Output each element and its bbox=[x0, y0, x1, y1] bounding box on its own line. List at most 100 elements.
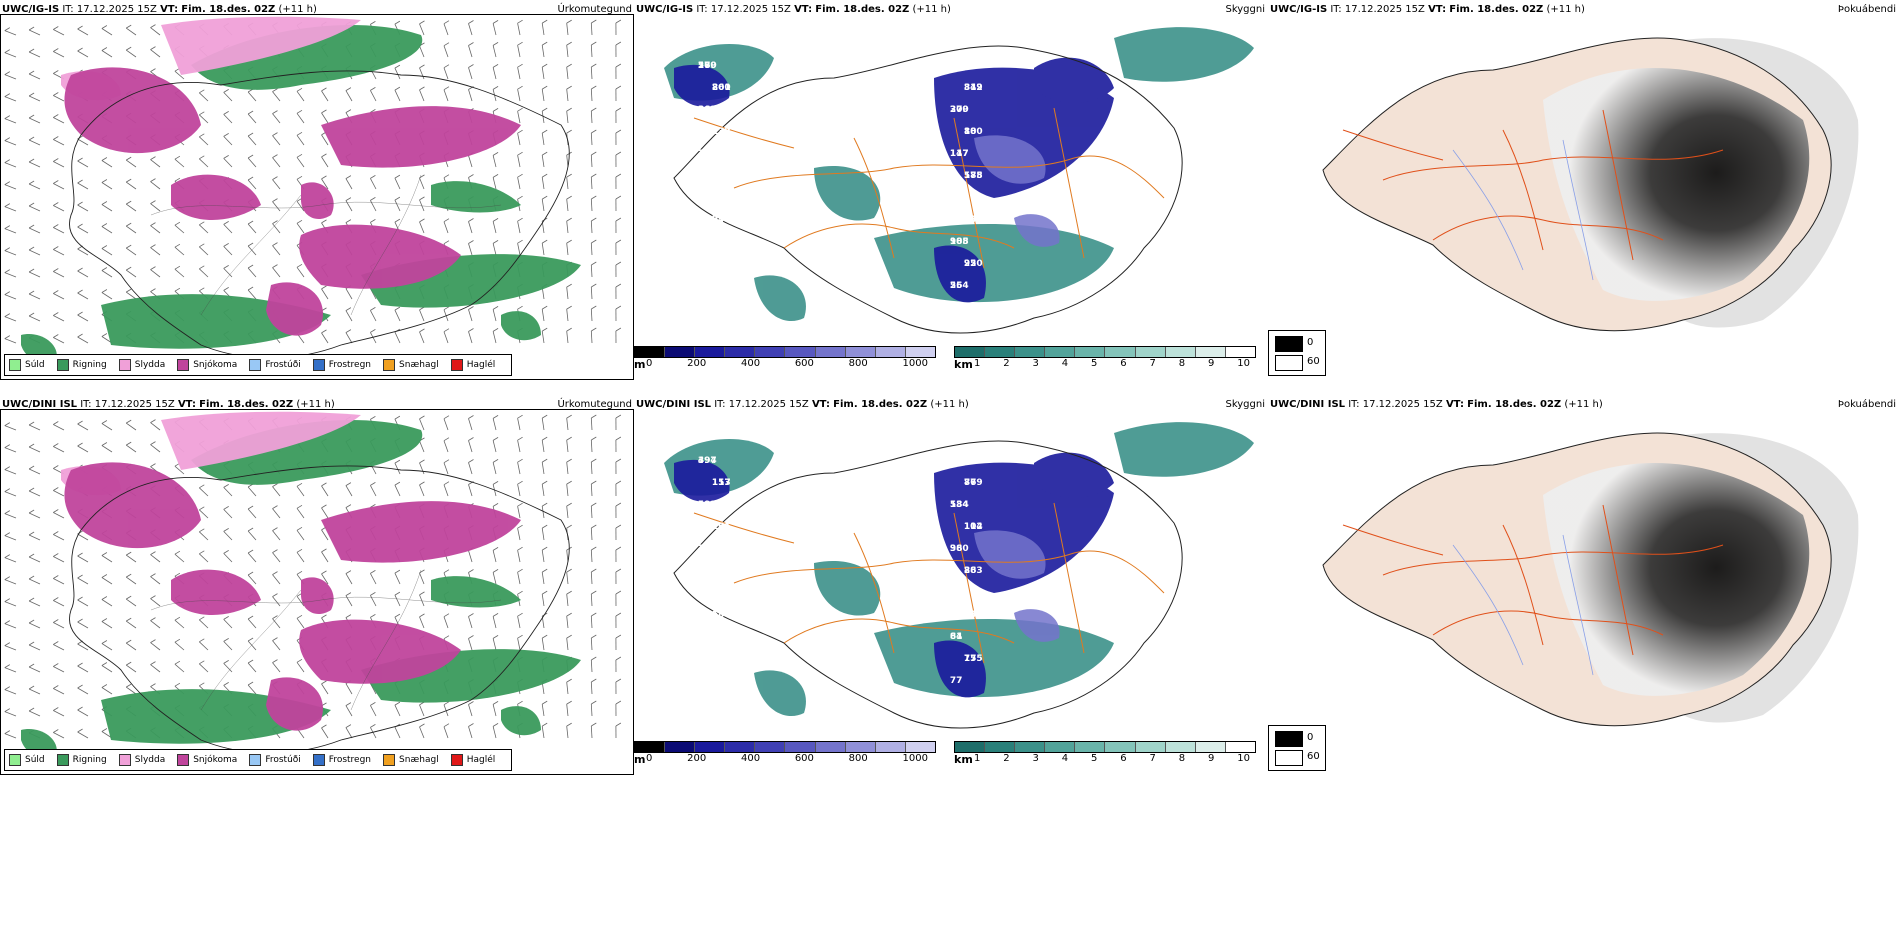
cloud-base-value: 69 bbox=[712, 610, 725, 620]
fog-panel-title: Þokuábendi bbox=[1837, 399, 1896, 410]
visibility-unit: km bbox=[954, 753, 973, 766]
cloud-base-value: 94 bbox=[712, 215, 725, 225]
tick-label: 6 bbox=[1120, 358, 1127, 369]
fog-map[interactable] bbox=[1303, 20, 1863, 340]
cloud-base-value: 62 bbox=[698, 632, 711, 642]
legend-swatch bbox=[312, 359, 325, 371]
it-value: 17.12.2025 15Z bbox=[728, 399, 809, 410]
colorbar-step bbox=[1225, 347, 1255, 357]
fog-legend-bottom: 60 bbox=[1307, 356, 1320, 367]
tick-label: 1000 bbox=[902, 753, 928, 764]
cloud-base-value: 86 bbox=[712, 566, 725, 576]
tick-label: 1000 bbox=[902, 358, 928, 369]
snow-areas bbox=[64, 462, 521, 731]
colorbar-step bbox=[845, 347, 876, 357]
cloud-base-value: 263 bbox=[964, 566, 983, 576]
rivers bbox=[1452, 534, 1594, 676]
cloud-base-map[interactable]: 189 167 860 849 86 379 132 80 142 147 129 578 416 53 7… bbox=[634, 18, 1264, 338]
cloud-base-value: 63 bbox=[698, 237, 711, 247]
cloud-base-value: 59 bbox=[698, 500, 711, 510]
legend-swatch bbox=[450, 359, 463, 371]
rivers bbox=[1452, 139, 1594, 281]
cloud-base-value: 394 bbox=[698, 456, 717, 466]
precip-legend-item: Snæhagl bbox=[383, 754, 439, 766]
legend-swatch bbox=[383, 754, 396, 766]
colorbar-step bbox=[875, 347, 906, 357]
cloud-base-value: 269 bbox=[964, 303, 983, 313]
iceland-coastline bbox=[69, 465, 570, 754]
forecast-row-ig-is: UWC/IG-IS IT: 17.12.2025 15Z VT: Fim. 18… bbox=[0, 0, 1900, 380]
tick-label: 800 bbox=[848, 753, 868, 764]
cloud-base-value: 80 bbox=[964, 127, 977, 137]
cloud-base-value: 47 bbox=[964, 303, 977, 313]
cloud-base-map[interactable]: 394 180 153 869 103 584 161 112 150 98 86 88 84 136 69… bbox=[634, 413, 1264, 733]
cloud-base-value: 142 bbox=[698, 149, 717, 159]
legend-label: Rigning bbox=[72, 360, 107, 370]
it-value: 17.12.2025 15Z bbox=[1362, 399, 1443, 410]
model-name: UWC/IG-IS bbox=[2, 4, 60, 15]
vt-value: Fim. 18.des. 02Z bbox=[199, 399, 294, 410]
cloud-base-value: 416 bbox=[698, 193, 717, 203]
fog-map[interactable] bbox=[1303, 415, 1863, 735]
lead-time: (+11 h) bbox=[278, 4, 317, 15]
fog-field bbox=[1543, 67, 1810, 301]
tick-label: 2 bbox=[1003, 358, 1010, 369]
fog-panel: UWC/DINI ISL IT: 17.12.2025 15Z VT: Fim.… bbox=[1268, 395, 1900, 775]
colorbar-step bbox=[905, 742, 935, 752]
tick-label: 600 bbox=[794, 358, 814, 369]
visibility-ticks: 1 2 3 4 5 6 7 8 9 10 bbox=[974, 753, 1250, 764]
cloud-base-value: 157 bbox=[698, 237, 717, 247]
legend-swatch bbox=[249, 754, 262, 766]
tick-label: 9 bbox=[1208, 358, 1215, 369]
fog-swatch-light bbox=[1275, 355, 1303, 371]
colorbar-step bbox=[755, 347, 786, 357]
colorbar-step bbox=[1045, 742, 1076, 752]
colorbar-step bbox=[815, 347, 846, 357]
tick-label: 800 bbox=[848, 358, 868, 369]
legend-swatch bbox=[177, 359, 190, 371]
cloud-base-value: 53 bbox=[950, 193, 963, 203]
cloud-base-value: 98 bbox=[950, 544, 963, 554]
mid-cloud-areas bbox=[974, 135, 1060, 247]
precip-map[interactable] bbox=[1, 410, 631, 772]
colorbar-step bbox=[1225, 742, 1255, 752]
colorbar-step bbox=[1165, 742, 1196, 752]
iceland-coastline bbox=[69, 70, 570, 359]
legend-label: Frostúði bbox=[265, 360, 301, 370]
tick-label: 2 bbox=[1003, 753, 1010, 764]
cloud-base-value: 108 bbox=[950, 237, 969, 247]
colorbar-step bbox=[985, 347, 1016, 357]
vt-label: VT: bbox=[1428, 4, 1447, 15]
cloud-base-value: 143 bbox=[698, 149, 717, 159]
colorbar-step bbox=[1015, 742, 1046, 752]
colorbar-step bbox=[875, 742, 906, 752]
cloud-base-value: 81 bbox=[698, 281, 711, 291]
tick-label: 3 bbox=[1032, 753, 1039, 764]
it-value: 17.12.2025 15Z bbox=[94, 399, 175, 410]
iceland-coastline bbox=[673, 440, 1183, 729]
roads bbox=[693, 502, 1165, 664]
precip-map[interactable] bbox=[1, 15, 631, 377]
cloud-base-value: 189 bbox=[698, 61, 717, 71]
tick-label: 10 bbox=[1237, 358, 1250, 369]
cloud-base-value: 77 bbox=[712, 215, 725, 225]
panel-title: UWC/DINI ISL IT: 17.12.2025 15Z VT: Fim.… bbox=[636, 399, 969, 410]
cloud-base-value: 161 bbox=[712, 522, 731, 532]
legend-swatch bbox=[450, 754, 463, 766]
cloud-base-value: 985 bbox=[950, 237, 969, 247]
panel-title: UWC/DINI ISL IT: 17.12.2025 15Z VT: Fim.… bbox=[1270, 399, 1603, 410]
fog-legend-top: 0 bbox=[1307, 337, 1314, 348]
visibility-colorbar bbox=[954, 741, 1256, 753]
cloud-base-value: 104 bbox=[964, 522, 983, 532]
cloud-base-panel: UWC/IG-IS IT: 17.12.2025 15Z VT: Fim. 18… bbox=[634, 0, 1269, 380]
colorbar-step bbox=[1195, 347, 1226, 357]
cloud-base-value: 188 bbox=[712, 610, 731, 620]
colorbar-step bbox=[1045, 347, 1076, 357]
fog-legend: 0 60 bbox=[1268, 725, 1326, 771]
cloud-base-value: 117 bbox=[712, 478, 731, 488]
precip-panel-title: Úrkomutegund bbox=[557, 399, 632, 410]
legend-label: Haglél bbox=[466, 360, 496, 370]
cloud-base-value: 73 bbox=[964, 610, 977, 620]
precip-legend-item: Rigning bbox=[56, 754, 107, 766]
fog-panel: UWC/IG-IS IT: 17.12.2025 15Z VT: Fim. 18… bbox=[1268, 0, 1900, 380]
